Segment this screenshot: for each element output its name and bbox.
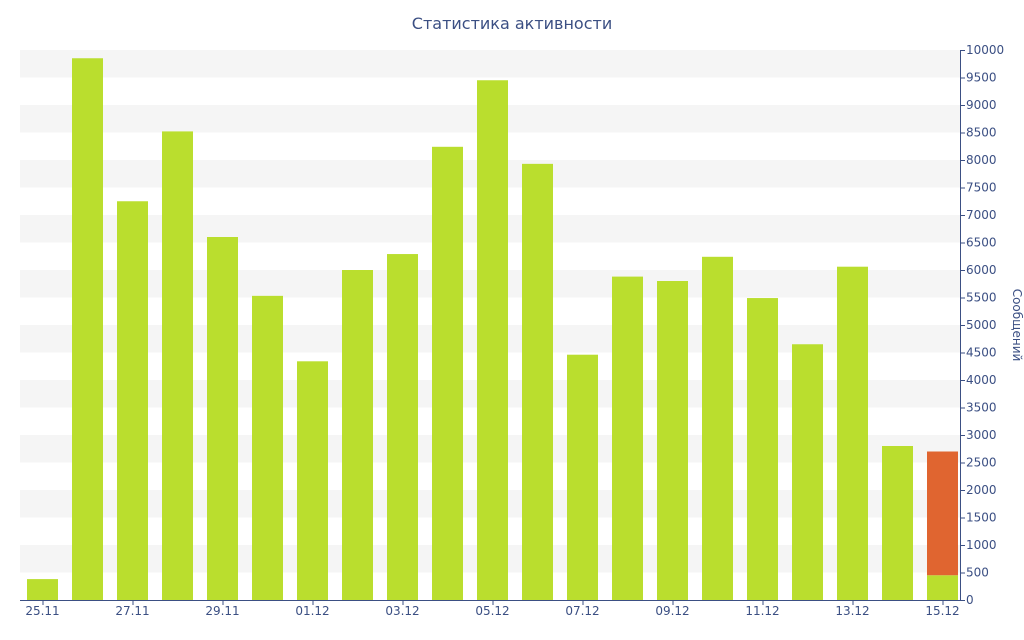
x-tick-label: 11.12 (745, 604, 779, 618)
bar-11.12 (747, 298, 778, 600)
bar-27.11 (117, 201, 148, 600)
bar-25.11 (27, 579, 58, 600)
bar-10.12 (702, 256, 733, 600)
y-tick-label: 8500 (966, 126, 997, 140)
bar-30.11 (252, 295, 283, 600)
bar-29.11 (207, 237, 238, 600)
bar-09.12 (657, 281, 688, 600)
y-tick-label: 2500 (966, 456, 997, 470)
y-tick-label: 3000 (966, 428, 997, 442)
x-tick-label: 29.11 (205, 604, 239, 618)
x-tick-label: 27.11 (115, 604, 149, 618)
bar-15.12 (927, 575, 958, 600)
x-tick-labels: 25.11 27.11 29.11 01.12 03.12 05.12 07.12 09.12… (25, 604, 959, 618)
y-tick-label: 4000 (966, 373, 997, 387)
x-tick-label: 13.12 (835, 604, 869, 618)
chart-title: Статистика активности (411, 14, 613, 33)
y-tick-label: 2000 (966, 483, 997, 497)
bar-05.12 (477, 80, 508, 600)
bar-15.12-s1 (927, 451, 958, 576)
x-tick-label: 03.12 (385, 604, 419, 618)
bar-02.12 (342, 270, 373, 600)
y-tick-label: 9500 (966, 71, 997, 85)
y-tick-label: 1500 (966, 511, 997, 525)
y-tick-label: 6500 (966, 236, 997, 250)
bar-14.12 (882, 446, 913, 600)
y-tick-label: 7500 (966, 181, 997, 195)
x-tick-label: 01.12 (295, 604, 329, 618)
y-tick-label: 0 (966, 593, 974, 607)
y-tick-labels: 0 500 1000 1500 2000 2500 3000 3500 4000 4500 5000… (966, 43, 1004, 607)
x-tick-label: 07.12 (565, 604, 599, 618)
bar-06.12 (522, 163, 553, 600)
bar-28.11 (162, 131, 193, 600)
y-tick-label: 1000 (966, 538, 997, 552)
bars (27, 58, 958, 601)
bar-01.12 (297, 361, 328, 600)
bar-26.11 (72, 58, 103, 600)
bar-04.12 (432, 146, 463, 601)
y-tick-label: 10000 (966, 43, 1004, 57)
grid-band (20, 50, 960, 78)
y-axis-title: Сообщений (1010, 289, 1024, 362)
bar-07.12 (567, 354, 598, 600)
bar-12.12 (792, 344, 823, 600)
bar-08.12 (612, 276, 643, 600)
bar-03.12 (387, 254, 418, 601)
x-tick-label: 05.12 (475, 604, 509, 618)
y-tick-label: 9000 (966, 98, 997, 112)
y-tick-label: 5500 (966, 291, 997, 305)
y-tick-label: 7000 (966, 208, 997, 222)
x-tick-label: 25.11 (25, 604, 59, 618)
y-tick-label: 8000 (966, 153, 997, 167)
x-tick-label: 15.12 (925, 604, 959, 618)
y-tick-label: 6000 (966, 263, 997, 277)
y-tick-label: 3500 (966, 401, 997, 415)
x-tick-label: 09.12 (655, 604, 689, 618)
bar-13.12 (837, 266, 868, 600)
axes (20, 50, 965, 605)
y-tick-label: 4500 (966, 346, 997, 360)
y-tick-label: 500 (966, 566, 989, 580)
y-tick-label: 5000 (966, 318, 997, 332)
